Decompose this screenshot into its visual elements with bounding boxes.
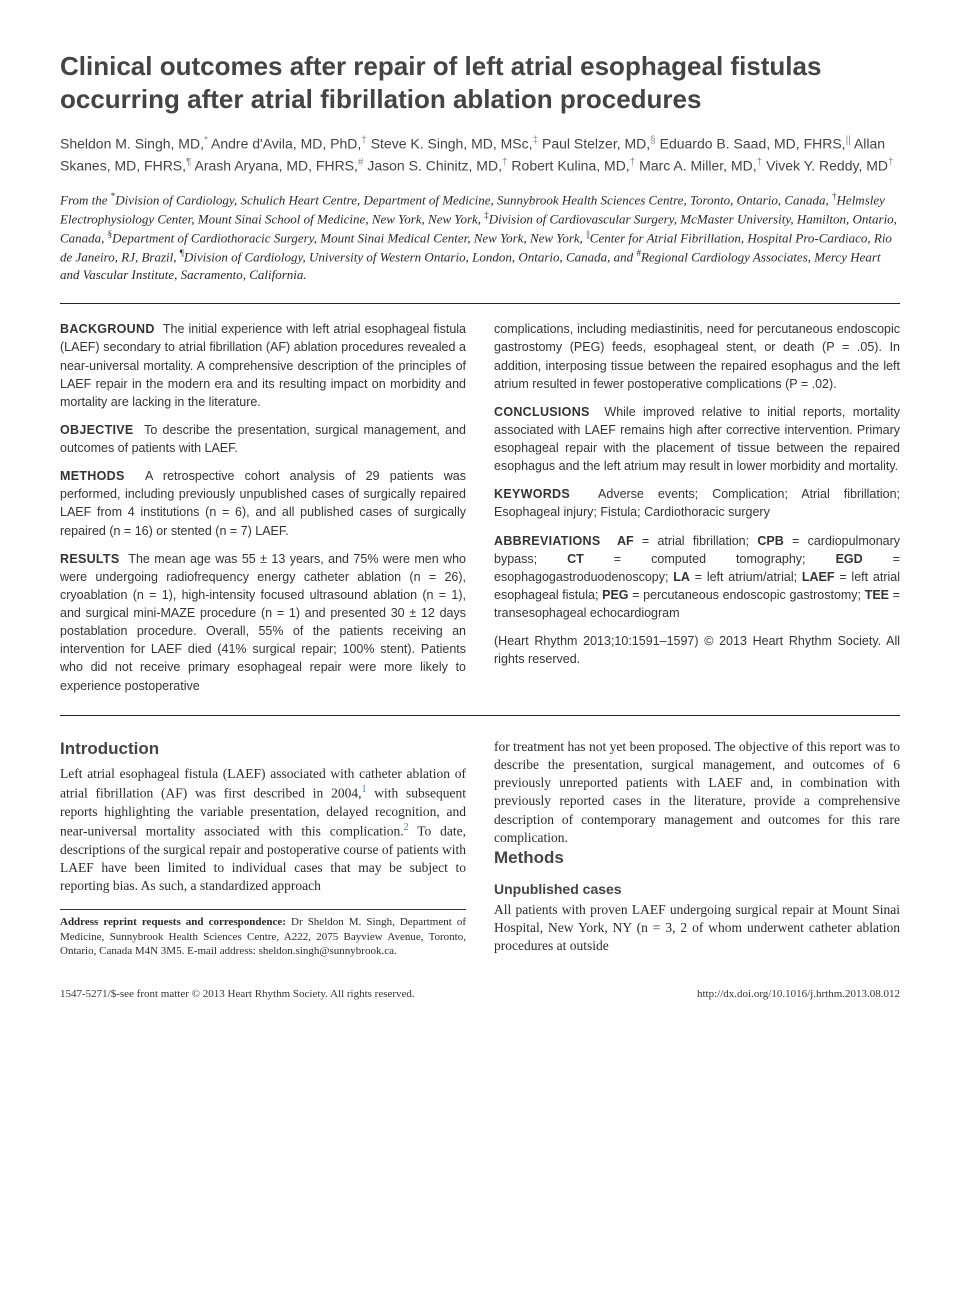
abstract-col-left: BACKGROUND The initial experience with l…	[60, 320, 466, 704]
abstract-objective: OBJECTIVE To describe the presentation, …	[60, 421, 466, 457]
body-col-left: Introduction Left atrial esophageal fist…	[60, 738, 466, 958]
abstract-citation: (Heart Rhythm 2013;10:1591–1597) © 2013 …	[494, 632, 900, 668]
subheading-unpublished: Unpublished cases	[494, 880, 900, 899]
footer-left: 1547-5271/$-see front matter © 2013 Hear…	[60, 988, 415, 1000]
body-columns: Introduction Left atrial esophageal fist…	[60, 738, 900, 958]
authors-list: Sheldon M. Singh, MD,* Andre d'Avila, MD…	[60, 133, 900, 176]
heading-methods: Methods	[494, 847, 900, 870]
abstract-methods: METHODS A retrospective cohort analysis …	[60, 467, 466, 540]
article-title: Clinical outcomes after repair of left a…	[60, 50, 900, 115]
body-col-right: for treatment has not yet been proposed.…	[494, 738, 900, 958]
heading-introduction: Introduction	[60, 738, 466, 761]
abstract-container: BACKGROUND The initial experience with l…	[60, 320, 900, 704]
correspondence-label: Address reprint requests and corresponde…	[60, 916, 286, 928]
page-footer: 1547-5271/$-see front matter © 2013 Hear…	[60, 988, 900, 1000]
abstract-conclusions: CONCLUSIONS While improved relative to i…	[494, 403, 900, 476]
abstract-results-cont: complications, including mediastinitis, …	[494, 320, 900, 393]
abstract-background: BACKGROUND The initial experience with l…	[60, 320, 466, 411]
methods-paragraph: All patients with proven LAEF undergoing…	[494, 901, 900, 956]
divider	[60, 303, 900, 304]
abstract-abbreviations: ABBREVIATIONS AF = atrial fibrillation; …	[494, 532, 900, 623]
correspondence-box: Address reprint requests and corresponde…	[60, 909, 466, 958]
intro-cont: for treatment has not yet been proposed.…	[494, 738, 900, 847]
intro-paragraph: Left atrial esophageal fistula (LAEF) as…	[60, 765, 466, 896]
abstract-col-right: complications, including mediastinitis, …	[494, 320, 900, 704]
abstract-keywords: KEYWORDS Adverse events; Complication; A…	[494, 485, 900, 521]
abstract-results: RESULTS The mean age was 55 ± 13 years, …	[60, 550, 466, 695]
footer-right: http://dx.doi.org/10.1016/j.hrthm.2013.0…	[697, 988, 900, 1000]
affiliations: From the *Division of Cardiology, Schuli…	[60, 190, 900, 283]
divider	[60, 715, 900, 716]
